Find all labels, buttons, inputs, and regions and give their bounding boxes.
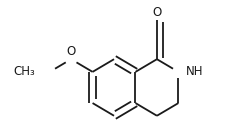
Text: O: O xyxy=(66,45,75,58)
Text: NH: NH xyxy=(185,65,203,78)
Text: CH₃: CH₃ xyxy=(13,65,35,78)
Text: O: O xyxy=(152,6,161,19)
